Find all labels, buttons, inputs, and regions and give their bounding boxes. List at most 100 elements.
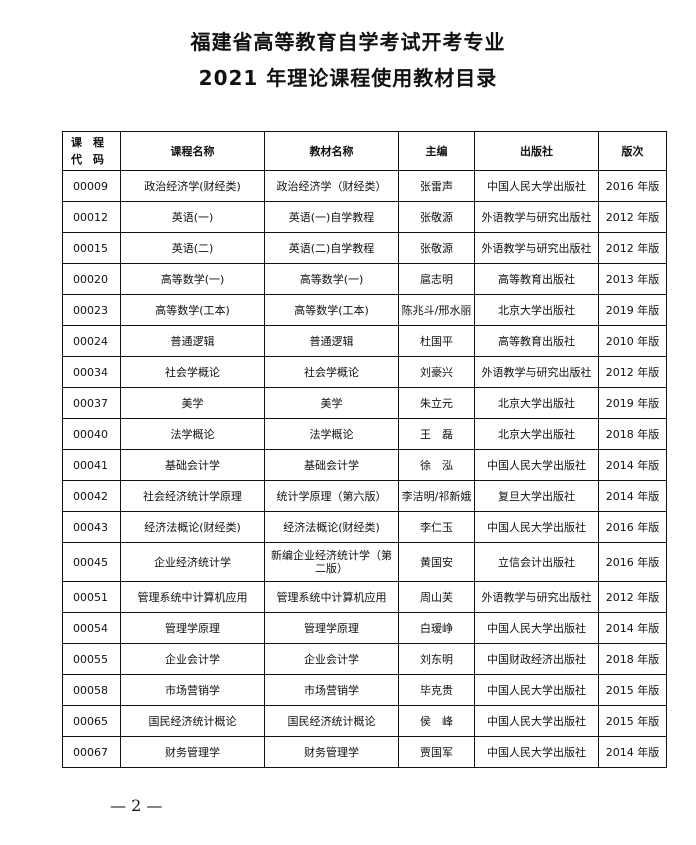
document-subtitle: 2021 年理论课程使用教材目录 — [198, 66, 498, 90]
table-row: 00042 社会经济统计学原理 统计学原理（第六版） 李洁明/祁新娥 复旦大学出版社 20… — [62, 480, 667, 512]
cell-course: 普通逻辑 — [120, 325, 265, 357]
cell-edition: 2012 年版 — [598, 201, 667, 233]
cell-editor: 徐 泓 — [398, 449, 475, 481]
table-row: 00051 管理系统中计算机应用 管理系统中计算机应用 周山芙 外语教学与研究出版社 20… — [62, 581, 667, 613]
cell-code: 00051 — [62, 581, 121, 613]
table-row: 00054 管理学原理 管理学原理 白瑷峥 中国人民大学出版社 2014 年版 — [62, 612, 667, 644]
cell-course: 英语(二) — [120, 232, 265, 264]
cell-editor: 刘豪兴 — [398, 356, 475, 388]
cell-edition: 2016 年版 — [598, 170, 667, 202]
cell-publisher: 北京大学出版社 — [474, 418, 599, 450]
cell-textbook: 市场营销学 — [264, 674, 399, 706]
page-number: — 2 — — [110, 796, 163, 815]
table-row: 00009 政治经济学(财经类) 政治经济学（财经类） 张雷声 中国人民大学出版社 201… — [62, 170, 667, 202]
cell-editor: 朱立元 — [398, 387, 475, 419]
cell-publisher: 北京大学出版社 — [474, 387, 599, 419]
cell-editor: 扈志明 — [398, 263, 475, 295]
cell-editor: 张敬源 — [398, 232, 475, 264]
cell-textbook: 经济法概论(财经类) — [264, 511, 399, 543]
cell-editor: 张雷声 — [398, 170, 475, 202]
cell-course: 管理学原理 — [120, 612, 265, 644]
table-row: 00058 市场营销学 市场营销学 毕克贵 中国人民大学出版社 2015 年版 — [62, 674, 667, 706]
cell-code: 00054 — [62, 612, 121, 644]
table-row: 00015 英语(二) 英语(二)自学教程 张敬源 外语教学与研究出版社 2012 年版 — [62, 232, 667, 264]
table-row: 00067 财务管理学 财务管理学 贾国军 中国人民大学出版社 2014 年版 — [62, 736, 667, 768]
cell-code: 00043 — [62, 511, 121, 543]
cell-edition: 2014 年版 — [598, 449, 667, 481]
cell-code: 00009 — [62, 170, 121, 202]
table-row: 00023 高等数学(工本) 高等数学(工本) 陈兆斗/邢水丽 北京大学出版社 2019 … — [62, 294, 667, 326]
cell-textbook: 高等数学(工本) — [264, 294, 399, 326]
cell-edition: 2018 年版 — [598, 643, 667, 675]
cell-publisher: 外语教学与研究出版社 — [474, 201, 599, 233]
cell-textbook: 统计学原理（第六版） — [264, 480, 399, 512]
cell-edition: 2012 年版 — [598, 356, 667, 388]
table-row: 00034 社会学概论 社会学概论 刘豪兴 外语教学与研究出版社 2012 年版 — [62, 356, 667, 388]
cell-edition: 2012 年版 — [598, 581, 667, 613]
table-row: 00037 美学 美学 朱立元 北京大学出版社 2019 年版 — [62, 387, 667, 419]
cell-editor: 李仁玉 — [398, 511, 475, 543]
cell-code: 00055 — [62, 643, 121, 675]
cell-textbook: 基础会计学 — [264, 449, 399, 481]
cell-editor: 侯 峰 — [398, 705, 475, 737]
table-row: 00020 高等数学(一) 高等数学(一) 扈志明 高等教育出版社 2013 年版 — [62, 263, 667, 295]
cell-edition: 2014 年版 — [598, 612, 667, 644]
textbook-table: 课 程代 码 课程名称 教材名称 主编 出版社 版次 00009 政治经济学(财经… — [62, 131, 667, 768]
cell-publisher: 外语教学与研究出版社 — [474, 232, 599, 264]
cell-textbook: 财务管理学 — [264, 736, 399, 768]
header-course: 课程名称 — [120, 131, 265, 171]
cell-textbook: 高等数学(一) — [264, 263, 399, 295]
cell-edition: 2015 年版 — [598, 674, 667, 706]
table-row: 00041 基础会计学 基础会计学徐 泓中国人民大学出版社 2014 年版 — [62, 449, 667, 481]
cell-publisher: 高等教育出版社 — [474, 325, 599, 357]
cell-editor: 贾国军 — [398, 736, 475, 768]
cell-textbook: 美学 — [264, 387, 399, 419]
cell-publisher: 外语教学与研究出版社 — [474, 356, 599, 388]
cell-editor: 周山芙 — [398, 581, 475, 613]
cell-code: 00034 — [62, 356, 121, 388]
cell-code: 00023 — [62, 294, 121, 326]
cell-course: 美学 — [120, 387, 265, 419]
table-header-row: 课 程代 码 课程名称 教材名称 主编 出版社 版次 — [62, 131, 667, 171]
cell-edition: 2016 年版 — [598, 511, 667, 543]
cell-edition: 2013 年版 — [598, 263, 667, 295]
table-row: 00065 国民经济统计概论 国民经济统计概论侯 峰中国人民大学出版社 2015 年版 — [62, 705, 667, 737]
cell-publisher: 中国财政经济出版社 — [474, 643, 599, 675]
cell-textbook: 普通逻辑 — [264, 325, 399, 357]
cell-editor: 白瑷峥 — [398, 612, 475, 644]
table-row: 00040 法学概论 法学概论王 磊北京大学出版社 2018 年版 — [62, 418, 667, 450]
cell-edition: 2019 年版 — [598, 387, 667, 419]
cell-publisher: 中国人民大学出版社 — [474, 612, 599, 644]
cell-course: 财务管理学 — [120, 736, 265, 768]
table-row: 00043 经济法概论(财经类) 经济法概论(财经类) 李仁玉 中国人民大学出版社 201… — [62, 511, 667, 543]
cell-publisher: 中国人民大学出版社 — [474, 449, 599, 481]
cell-code: 00067 — [62, 736, 121, 768]
table-row: 00024 普通逻辑 普通逻辑 杜国平 高等教育出版社 2010 年版 — [62, 325, 667, 357]
cell-editor: 李洁明/祁新娥 — [398, 480, 475, 512]
cell-course: 高等数学(一) — [120, 263, 265, 295]
cell-publisher: 高等教育出版社 — [474, 263, 599, 295]
cell-edition: 2018 年版 — [598, 418, 667, 450]
cell-editor: 王 磊 — [398, 418, 475, 450]
cell-course: 基础会计学 — [120, 449, 265, 481]
cell-edition: 2014 年版 — [598, 480, 667, 512]
cell-textbook: 英语(一)自学教程 — [264, 201, 399, 233]
cell-course: 政治经济学(财经类) — [120, 170, 265, 202]
table-row: 00045 企业经济统计学 新编企业经济统计学（第二版） 黄国安 立信会计出版社 2016… — [62, 542, 667, 582]
cell-edition: 2010 年版 — [598, 325, 667, 357]
cell-course: 管理系统中计算机应用 — [120, 581, 265, 613]
cell-code: 00040 — [62, 418, 121, 450]
cell-course: 社会学概论 — [120, 356, 265, 388]
cell-editor: 杜国平 — [398, 325, 475, 357]
cell-textbook: 政治经济学（财经类） — [264, 170, 399, 202]
cell-editor: 黄国安 — [398, 542, 475, 582]
cell-code: 00065 — [62, 705, 121, 737]
cell-code: 00045 — [62, 542, 121, 582]
cell-textbook: 法学概论 — [264, 418, 399, 450]
cell-code: 00015 — [62, 232, 121, 264]
cell-publisher: 中国人民大学出版社 — [474, 736, 599, 768]
cell-code: 00041 — [62, 449, 121, 481]
cell-editor: 刘东明 — [398, 643, 475, 675]
header-publisher: 出版社 — [474, 131, 599, 171]
cell-code: 00058 — [62, 674, 121, 706]
